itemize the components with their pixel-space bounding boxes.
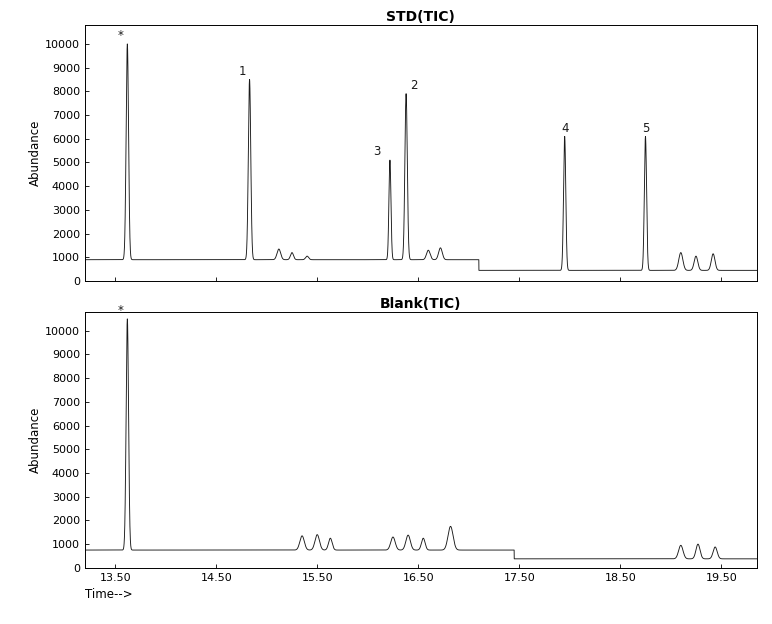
Text: *: * [117,304,124,317]
Y-axis label: Abundance: Abundance [29,120,42,186]
Text: 4: 4 [561,122,568,135]
Title: Blank(TIC): Blank(TIC) [380,296,462,311]
Text: 1: 1 [239,65,246,77]
Text: 2: 2 [411,79,418,92]
Y-axis label: Abundance: Abundance [29,407,42,473]
Title: STD(TIC): STD(TIC) [386,10,455,24]
Text: *: * [117,29,124,42]
Text: Time-->: Time--> [85,588,133,600]
Text: 3: 3 [373,145,381,158]
Text: 5: 5 [642,122,649,135]
